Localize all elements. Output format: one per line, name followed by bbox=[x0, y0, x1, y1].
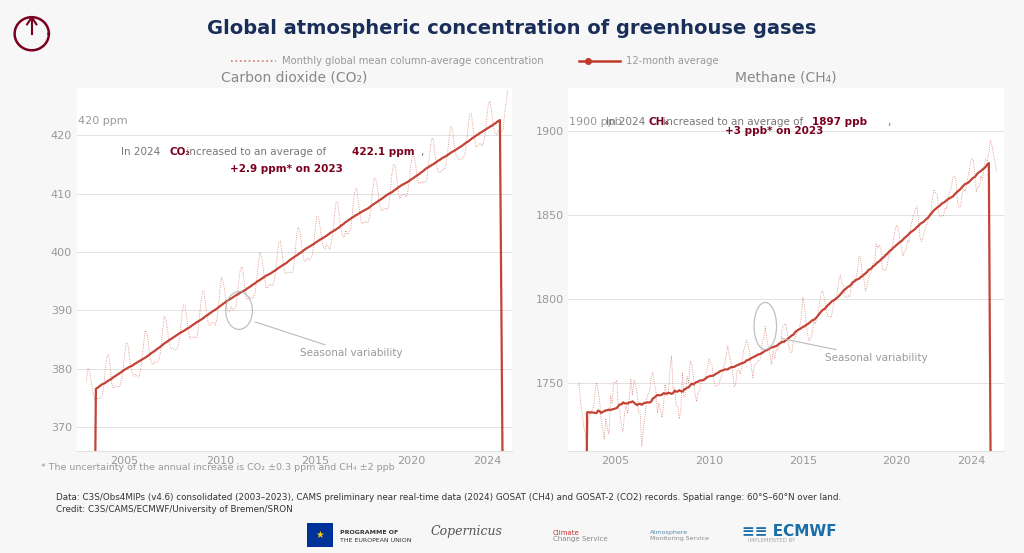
Text: 1897 ppb: 1897 ppb bbox=[812, 117, 867, 127]
Text: ,: , bbox=[421, 147, 424, 157]
Text: IMPLEMENTED BY: IMPLEMENTED BY bbox=[748, 538, 795, 542]
Text: Data: C3S/Obs4MIPs (v4.6) consolidated (2003–2023), CAMS preliminary near real-t: Data: C3S/Obs4MIPs (v4.6) consolidated (… bbox=[56, 493, 842, 502]
Text: CH₄: CH₄ bbox=[649, 117, 670, 127]
Text: 1900 ppb: 1900 ppb bbox=[569, 117, 622, 127]
Text: ≡≡ ECMWF: ≡≡ ECMWF bbox=[742, 524, 837, 540]
Text: * The uncertainty of the annual increase is CO₂ ±0.3 ppm and CH₄ ±2 ppb: * The uncertainty of the annual increase… bbox=[41, 463, 394, 472]
Text: increased to an average of: increased to an average of bbox=[660, 117, 807, 127]
Text: Monthly global mean column-average concentration: Monthly global mean column-average conce… bbox=[282, 56, 544, 66]
Text: Global atmospheric concentration of greenhouse gases: Global atmospheric concentration of gree… bbox=[207, 19, 817, 38]
Text: Change Service: Change Service bbox=[553, 536, 607, 542]
Text: CO₂: CO₂ bbox=[169, 147, 190, 157]
Text: THE EUROPEAN UNION: THE EUROPEAN UNION bbox=[340, 538, 412, 542]
Text: ,: , bbox=[887, 117, 891, 127]
Text: Credit: C3S/CAMS/ECMWF/University of Bremen/SRON: Credit: C3S/CAMS/ECMWF/University of Bre… bbox=[56, 505, 293, 514]
Text: Atmosphere: Atmosphere bbox=[650, 530, 688, 535]
Title: Carbon dioxide (CO₂): Carbon dioxide (CO₂) bbox=[221, 71, 368, 85]
Title: Methane (CH₄): Methane (CH₄) bbox=[735, 71, 837, 85]
Text: In 2024: In 2024 bbox=[121, 147, 163, 157]
Text: ★: ★ bbox=[315, 530, 325, 540]
Text: +2.9 ppm* on 2023: +2.9 ppm* on 2023 bbox=[230, 164, 343, 174]
Text: Climate: Climate bbox=[553, 530, 580, 536]
Text: In 2024: In 2024 bbox=[606, 117, 648, 127]
Text: Seasonal variability: Seasonal variability bbox=[781, 338, 928, 363]
Text: Monitoring Service: Monitoring Service bbox=[650, 536, 710, 541]
Text: 422.1 ppm: 422.1 ppm bbox=[351, 147, 415, 157]
Text: 12-month average: 12-month average bbox=[627, 56, 719, 66]
Text: +3 ppb* on 2023: +3 ppb* on 2023 bbox=[725, 126, 824, 135]
Text: Copernicus: Copernicus bbox=[430, 525, 502, 539]
Text: PROGRAMME OF: PROGRAMME OF bbox=[340, 530, 398, 535]
Text: increased to an average of: increased to an average of bbox=[182, 147, 330, 157]
Text: Seasonal variability: Seasonal variability bbox=[255, 322, 402, 358]
Text: 420 ppm: 420 ppm bbox=[78, 117, 127, 127]
